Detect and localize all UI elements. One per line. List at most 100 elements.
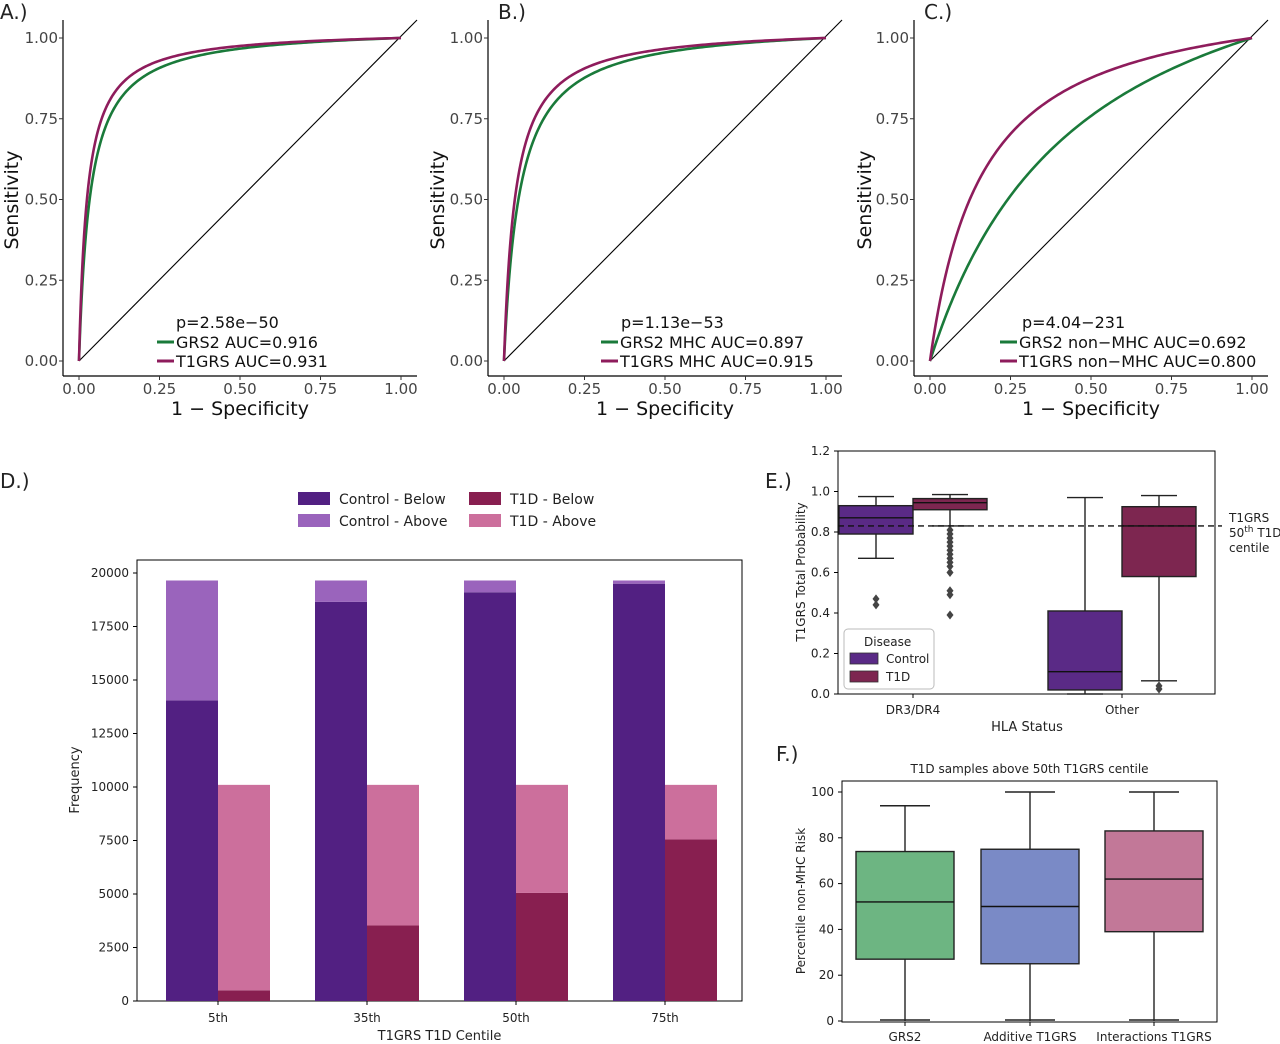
y-tick-label: 0.75 (25, 110, 58, 128)
box (1104, 830, 1204, 933)
x-tick-label: 1.00 (809, 380, 842, 398)
y-tick-label: 0.00 (450, 352, 483, 370)
chance-diagonal-line (78, 19, 418, 362)
legend-label: T1GRS AUC=0.931 (175, 352, 328, 371)
y-tick-label: 10000 (91, 780, 129, 794)
panel-a-roc-chart: A.) 0.000.00 0.25 0.25 0.50 0.50 0.75 0.75 1.00… (0, 0, 418, 420)
x-axis-title: 1 − Specificity (1022, 398, 1160, 420)
legend-label: Control - Above (339, 514, 448, 530)
x-tick-label: Other (1105, 703, 1139, 717)
y-tick-label: 1.00 (876, 29, 909, 47)
y-tick-label: 0.00 (25, 352, 58, 370)
y-tick-label: 12500 (91, 727, 129, 741)
reference-label-number: 50 (1229, 526, 1244, 540)
y-tick-label: 20000 (91, 566, 129, 580)
y-tick-label: 1.00 (25, 29, 58, 47)
bar-t1d-below (665, 839, 717, 1001)
bar-control-below (613, 583, 665, 1001)
y-axis-title: Sensitivity (427, 151, 449, 250)
reference-label-line3: centile (1229, 541, 1269, 555)
roc-curve-grs2 (928, 36, 1253, 362)
x-axis-title: 1 − Specificity (596, 398, 734, 420)
x-tick-label: Additive T1GRS (983, 1030, 1076, 1044)
panel-b-roc-chart: B.) 0.000.00 0.25 0.25 0.50 0.50 0.75 0.75 1.00… (427, 0, 843, 420)
legend-label: Control - Below (339, 492, 446, 508)
legend-label: Control (886, 652, 929, 666)
plot-frame (136, 559, 743, 1002)
y-tick-label: 17500 (91, 620, 129, 634)
legend-label: T1D - Below (509, 492, 594, 508)
bar-t1d-below (367, 925, 419, 1001)
legend-swatch (469, 514, 501, 527)
x-axis-title: T1GRS T1D Centile (377, 1029, 502, 1044)
x-tick-label: 0.25 (143, 380, 176, 398)
y-tick-label: 5000 (98, 887, 129, 901)
box-control (838, 504, 914, 535)
outlier-marker (872, 600, 880, 610)
y-tick-label: 2500 (98, 941, 129, 955)
roc-curve-t1grs (928, 36, 1253, 362)
panel-f-label: F.) (776, 742, 798, 766)
y-tick-label: 0.2 (811, 647, 830, 661)
y-tick-label: 0 (826, 1014, 834, 1028)
chance-diagonal-line (929, 19, 1269, 362)
bar-t1d-above (665, 784, 717, 840)
x-tick-label: 0.75 (304, 380, 337, 398)
outlier-marker (946, 568, 954, 577)
legend-swatch (298, 492, 330, 505)
x-tick-label: Interactions T1GRS (1096, 1030, 1211, 1044)
x-tick-label: 1.00 (384, 380, 417, 398)
y-tick-label: 0.8 (811, 525, 830, 539)
y-tick-label: 1.00 (450, 29, 483, 47)
x-tick-label: 0.50 (223, 380, 256, 398)
chance-diagonal-line (503, 19, 843, 362)
bar-control-above (464, 580, 516, 593)
y-tick-label: 0.50 (876, 191, 909, 209)
panel-e-label: E.) (765, 469, 792, 493)
y-tick-label: 40 (819, 922, 834, 936)
outlier-marker (946, 561, 954, 571)
y-tick-label: 0.0 (811, 687, 830, 701)
reference-label-group: T1D (1254, 526, 1280, 540)
roc-curve-grs2 (502, 36, 827, 362)
legend-label: T1D (885, 670, 910, 684)
x-tick-label: 0.00 (913, 380, 946, 398)
x-tick-label: GRS2 (889, 1030, 922, 1044)
x-tick-label: 0.50 (1074, 380, 1107, 398)
outlier-marker (872, 594, 880, 604)
x-tick-label: 75th (651, 1011, 679, 1025)
y-tick-label: 0.50 (450, 191, 483, 209)
bar-control-above (315, 580, 367, 602)
x-tick-label: DR3/DR4 (886, 703, 940, 717)
y-tick-label: 0.00 (876, 352, 909, 370)
y-tick-label: 0.50 (25, 191, 58, 209)
bar-t1d-above (218, 784, 270, 991)
x-axis-title: HLA Status (991, 720, 1063, 735)
y-tick-label: 1.0 (811, 485, 830, 499)
bar-t1d-below (516, 892, 568, 1001)
panel-e-box-chart: E.) 0.0 0.2 0.4 0.6 0.8 1.0 1.2 DR3/DR4 Other HLA… (765, 444, 1280, 735)
bar-t1d-below (218, 990, 270, 1001)
reference-label-line1: T1GRS (1228, 511, 1269, 525)
y-axis-title: Sensitivity (854, 151, 876, 250)
x-tick-label: 0.25 (994, 380, 1027, 398)
outlier-marker (946, 590, 954, 600)
y-tick-label: 0.75 (450, 110, 483, 128)
legend-label: T1GRS non−MHC AUC=0.800 (1018, 352, 1256, 371)
reference-label-line2: 50th T1D (1229, 525, 1280, 540)
x-tick-label: 0.50 (648, 380, 681, 398)
legend-title: Disease (864, 635, 911, 649)
x-axis-title: 1 − Specificity (171, 398, 309, 420)
y-tick-label: 15000 (91, 673, 129, 687)
bar-control-below (315, 601, 367, 1001)
panel-a-label: A.) (0, 0, 28, 24)
y-tick-label: 0.6 (811, 566, 830, 580)
bar-t1d-above (516, 784, 568, 893)
bar-t1d-above (367, 784, 419, 926)
x-tick-label: 0.75 (729, 380, 762, 398)
reference-label-superscript: th (1244, 525, 1253, 535)
box (855, 850, 955, 960)
x-tick-label: 0.75 (1155, 380, 1188, 398)
panel-d-label: D.) (0, 469, 30, 493)
legend-label: GRS2 MHC AUC=0.897 (620, 333, 804, 352)
